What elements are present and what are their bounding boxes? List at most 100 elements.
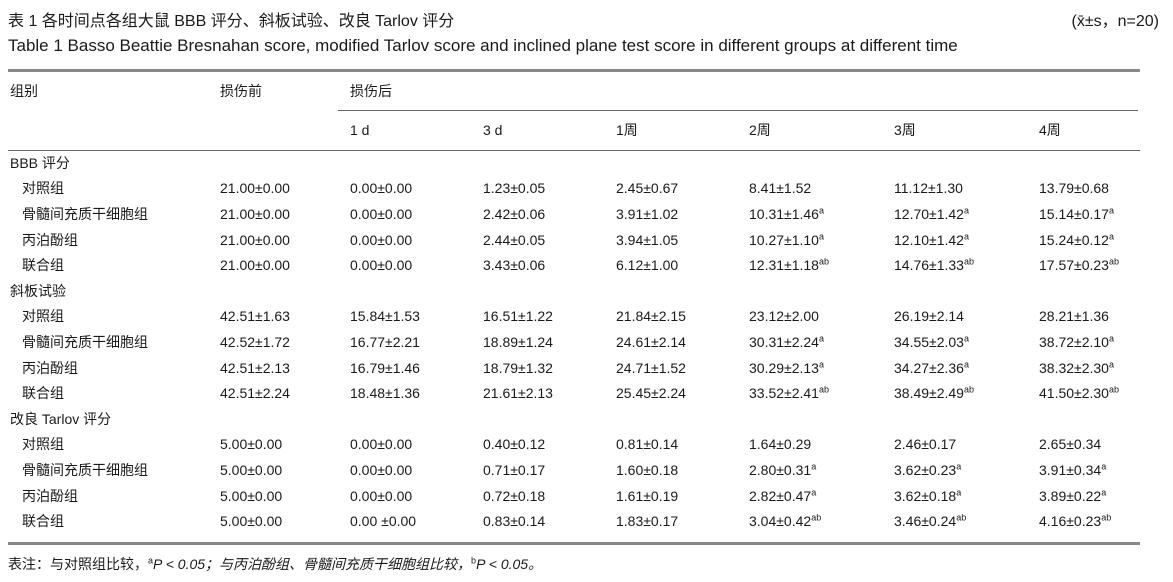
- significance-mark: ab: [956, 512, 967, 523]
- value-text: 21.61±2.13: [483, 385, 553, 402]
- value-text: 5.00±0.00: [220, 461, 283, 478]
- value-text: 3.43±0.06: [483, 257, 546, 274]
- value-cell: 15.84±1.53: [350, 304, 483, 330]
- value-cell: 30.29±2.13a: [749, 355, 894, 381]
- value-cell: 3.94±1.05: [616, 227, 749, 253]
- value-cell: 12.10±1.42a: [894, 227, 1039, 253]
- header-time-1: 1 d: [350, 122, 370, 138]
- value-cell: 2.45±0.67: [616, 176, 749, 202]
- value-cell: 2.82±0.47a: [749, 483, 894, 509]
- value-cell: 18.48±1.36: [350, 380, 483, 406]
- value-text: 38.32±2.30: [1039, 359, 1109, 376]
- value-cell: 15.14±0.17a: [1039, 201, 1140, 227]
- value-text: 3.04±0.42: [749, 513, 812, 530]
- value-cell: 5.00±0.00: [220, 483, 350, 509]
- value-cell: 28.21±1.36: [1039, 304, 1140, 330]
- value-cell: 24.61±2.14: [616, 329, 749, 355]
- significance-mark: a: [818, 230, 824, 241]
- value-text: 8.41±1.52: [749, 180, 812, 197]
- value-cell: 8.41±1.52: [749, 176, 894, 202]
- section-row: BBB 评分: [8, 150, 1140, 176]
- value-text: 0.40±0.12: [483, 436, 546, 453]
- value-text: 13.79±0.68: [1039, 180, 1109, 197]
- value-cell: 38.72±2.10a: [1039, 329, 1140, 355]
- value-cell: 0.00±0.00: [350, 457, 483, 483]
- significance-mark: a: [818, 333, 824, 344]
- value-text: 0.83±0.14: [483, 513, 546, 530]
- note-p2: P < 0.05。: [476, 556, 543, 572]
- value-cell: 33.52±2.41ab: [749, 380, 894, 406]
- value-text: 16.79±1.46: [350, 359, 420, 376]
- significance-mark: a: [811, 486, 817, 497]
- value-text: 30.29±2.13: [749, 359, 819, 376]
- value-text: 21.00±0.00: [220, 205, 290, 222]
- value-text: 15.24±0.12: [1039, 231, 1109, 248]
- note-sup-b: b: [471, 555, 477, 566]
- value-cell: 5.00±0.00: [220, 457, 350, 483]
- value-cell: 0.40±0.12: [483, 432, 616, 458]
- group-cell: 骨髓间充质干细胞组: [22, 205, 148, 222]
- value-cell: 16.77±2.21: [350, 329, 483, 355]
- table-row: 联合组 21.00±0.00 0.00±0.00 3.43±0.06 6.12±1.00…: [8, 252, 1140, 278]
- value-text: 3.91±0.34: [1039, 461, 1102, 478]
- value-cell: 21.61±2.13: [483, 380, 616, 406]
- value-text: 42.51±1.63: [220, 308, 290, 325]
- value-text: 24.61±2.14: [616, 333, 686, 350]
- table-title-cn: 表 1 各时间点各组大鼠 BBB 评分、斜板试验、改良 Tarlov 评分: [8, 13, 455, 30]
- value-cell: 42.51±1.63: [220, 304, 350, 330]
- group-cell: 丙泊酚组: [22, 231, 78, 248]
- table-row: 丙泊酚组 42.51±2.13 16.79±1.46 18.79±1.32 24.71±…: [8, 355, 1140, 381]
- section-label: 斜板试验: [10, 282, 66, 299]
- value-text: 0.72±0.18: [483, 487, 546, 504]
- group-cell: 对照组: [22, 180, 64, 197]
- value-text: 2.42±0.06: [483, 205, 546, 222]
- value-cell: 15.24±0.12a: [1039, 227, 1140, 253]
- value-cell: 42.51±2.13: [220, 355, 350, 381]
- significance-mark: a: [1101, 461, 1107, 472]
- significance-mark: a: [1108, 230, 1114, 241]
- value-text: 21.00±0.00: [220, 257, 290, 274]
- value-text: 17.57±0.23: [1039, 257, 1109, 274]
- value-cell: 1.61±0.19: [616, 483, 749, 509]
- value-text: 42.51±2.24: [220, 385, 290, 402]
- header-row-2: 1 d 3 d 1周 2周 3周 4周: [8, 110, 1140, 150]
- table-row: 丙泊酚组 21.00±0.00 0.00±0.00 2.44±0.05 3.94±1.0…: [8, 227, 1140, 253]
- value-text: 0.00±0.00: [350, 180, 413, 197]
- significance-mark: a: [1108, 333, 1114, 344]
- value-cell: 1.23±0.05: [483, 176, 616, 202]
- value-cell: 2.80±0.31a: [749, 457, 894, 483]
- value-text: 10.27±1.10: [749, 231, 819, 248]
- value-text: 3.94±1.05: [616, 231, 679, 248]
- value-text: 2.45±0.67: [616, 180, 679, 197]
- value-text: 3.91±1.02: [616, 205, 679, 222]
- value-cell: 0.81±0.14: [616, 432, 749, 458]
- value-cell: 21.00±0.00: [220, 227, 350, 253]
- value-text: 11.12±1.30: [894, 180, 963, 197]
- value-cell: 38.49±2.49ab: [894, 380, 1039, 406]
- value-text: 25.45±2.24: [616, 385, 686, 402]
- value-text: 21.84±2.15: [616, 308, 686, 325]
- value-cell: 0.00±0.00: [350, 227, 483, 253]
- value-cell: 4.16±0.23ab: [1039, 508, 1140, 534]
- value-cell: 3.91±1.02: [616, 201, 749, 227]
- value-cell: 0.83±0.14: [483, 508, 616, 534]
- value-text: 18.89±1.24: [483, 333, 553, 350]
- value-cell: 6.12±1.00: [616, 252, 749, 278]
- significance-mark: a: [1108, 205, 1114, 216]
- value-text: 18.48±1.36: [350, 385, 420, 402]
- significance-mark: ab: [818, 384, 829, 395]
- header-group: 组别: [10, 83, 38, 99]
- header-post: 损伤后: [350, 83, 392, 99]
- value-text: 15.84±1.53: [350, 308, 420, 325]
- value-text: 0.00±0.00: [350, 461, 413, 478]
- table-row: 联合组 5.00±0.00 0.00 ±0.00 0.83±0.14 1.83±0.17…: [8, 508, 1140, 534]
- value-text: 15.14±0.17: [1039, 205, 1109, 222]
- group-cell: 联合组: [22, 513, 64, 530]
- significance-mark: ab: [811, 512, 822, 523]
- table-row: 骨髓间充质干细胞组 5.00±0.00 0.00±0.00 0.71±0.17 1.60…: [8, 457, 1140, 483]
- value-cell: 1.83±0.17: [616, 508, 749, 534]
- value-text: 34.55±2.03: [894, 333, 964, 350]
- value-text: 1.61±0.19: [616, 487, 679, 504]
- value-cell: 0.72±0.18: [483, 483, 616, 509]
